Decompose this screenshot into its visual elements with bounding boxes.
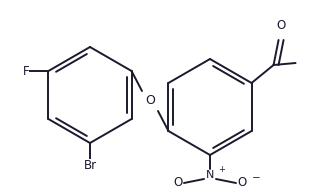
Text: −: − — [252, 173, 261, 183]
Text: +: + — [218, 165, 225, 174]
Text: O: O — [276, 19, 285, 32]
Text: N: N — [206, 170, 214, 180]
Text: O: O — [173, 177, 183, 190]
Text: O: O — [145, 94, 155, 107]
Text: F: F — [23, 64, 29, 77]
Text: Br: Br — [83, 159, 97, 172]
Text: O: O — [237, 177, 247, 190]
